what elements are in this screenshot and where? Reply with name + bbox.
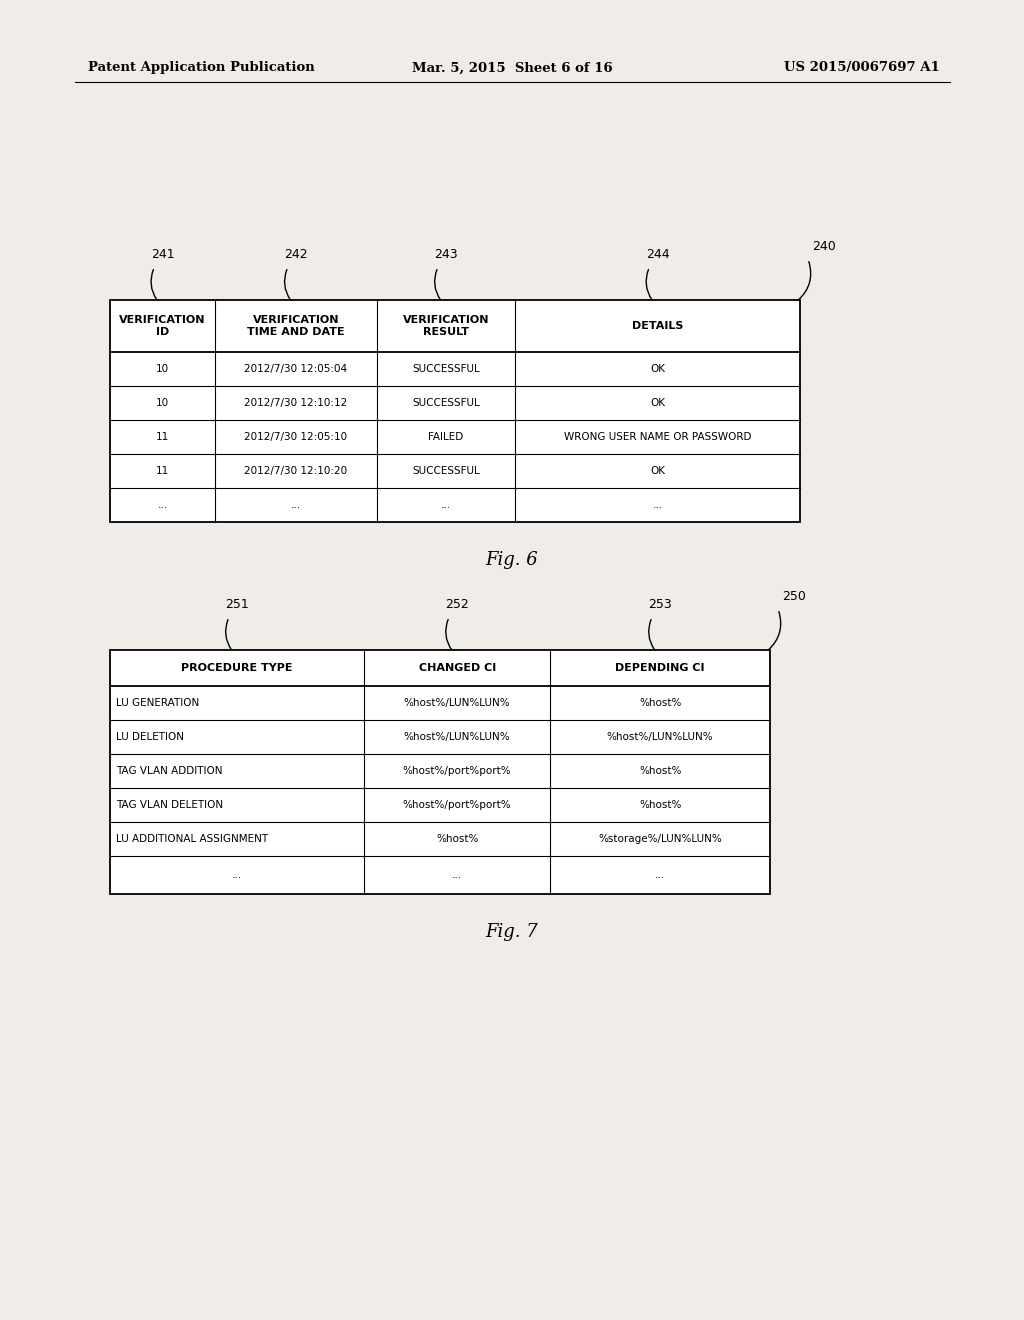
- Text: VERIFICATION
ID: VERIFICATION ID: [119, 315, 206, 337]
- Text: %host%/port%port%: %host%/port%port%: [402, 800, 511, 810]
- Text: DETAILS: DETAILS: [632, 321, 683, 331]
- Text: 240: 240: [812, 240, 836, 253]
- Text: OK: OK: [650, 399, 665, 408]
- Text: %host%: %host%: [639, 800, 681, 810]
- Text: 241: 241: [151, 248, 174, 261]
- Text: Fig. 7: Fig. 7: [485, 923, 539, 941]
- Text: 10: 10: [156, 364, 169, 374]
- Text: OK: OK: [650, 466, 665, 477]
- Text: OK: OK: [650, 364, 665, 374]
- Text: LU DELETION: LU DELETION: [116, 733, 184, 742]
- Text: %host%/LUN%LUN%: %host%/LUN%LUN%: [403, 733, 511, 742]
- Text: PROCEDURE TYPE: PROCEDURE TYPE: [181, 663, 293, 673]
- Text: ...: ...: [232, 870, 242, 880]
- Text: ...: ...: [652, 500, 663, 510]
- Text: %storage%/LUN%LUN%: %storage%/LUN%LUN%: [598, 834, 722, 843]
- Text: WRONG USER NAME OR PASSWORD: WRONG USER NAME OR PASSWORD: [564, 432, 752, 442]
- Text: Mar. 5, 2015  Sheet 6 of 16: Mar. 5, 2015 Sheet 6 of 16: [412, 62, 612, 74]
- Text: 2012/7/30 12:05:04: 2012/7/30 12:05:04: [245, 364, 347, 374]
- Text: ...: ...: [655, 870, 666, 880]
- Text: TAG VLAN DELETION: TAG VLAN DELETION: [116, 800, 223, 810]
- Text: 2012/7/30 12:05:10: 2012/7/30 12:05:10: [245, 432, 347, 442]
- Text: Fig. 6: Fig. 6: [485, 550, 539, 569]
- Text: %host%: %host%: [436, 834, 478, 843]
- Text: LU GENERATION: LU GENERATION: [116, 698, 200, 708]
- Bar: [110, 649, 770, 894]
- Text: %host%: %host%: [639, 766, 681, 776]
- Text: ...: ...: [158, 500, 168, 510]
- Text: DEPENDING CI: DEPENDING CI: [615, 663, 705, 673]
- Text: SUCCESSFUL: SUCCESSFUL: [412, 466, 480, 477]
- Text: LU ADDITIONAL ASSIGNMENT: LU ADDITIONAL ASSIGNMENT: [116, 834, 268, 843]
- Text: 10: 10: [156, 399, 169, 408]
- Text: 242: 242: [284, 248, 308, 261]
- Text: 244: 244: [646, 248, 670, 261]
- Text: %host%: %host%: [639, 698, 681, 708]
- Text: FAILED: FAILED: [428, 432, 464, 442]
- Text: 2012/7/30 12:10:20: 2012/7/30 12:10:20: [245, 466, 347, 477]
- Text: 251: 251: [225, 598, 249, 611]
- Text: %host%/LUN%LUN%: %host%/LUN%LUN%: [607, 733, 714, 742]
- Bar: [110, 300, 800, 521]
- Text: CHANGED CI: CHANGED CI: [419, 663, 496, 673]
- Text: SUCCESSFUL: SUCCESSFUL: [412, 399, 480, 408]
- Text: 253: 253: [648, 598, 672, 611]
- Text: US 2015/0067697 A1: US 2015/0067697 A1: [784, 62, 940, 74]
- Text: TAG VLAN ADDITION: TAG VLAN ADDITION: [116, 766, 222, 776]
- Text: 11: 11: [156, 466, 169, 477]
- Text: Patent Application Publication: Patent Application Publication: [88, 62, 314, 74]
- Text: 252: 252: [445, 598, 469, 611]
- Text: %host%/LUN%LUN%: %host%/LUN%LUN%: [403, 698, 511, 708]
- Text: 250: 250: [782, 590, 806, 603]
- Text: ...: ...: [453, 870, 462, 880]
- Text: SUCCESSFUL: SUCCESSFUL: [412, 364, 480, 374]
- Text: 243: 243: [434, 248, 458, 261]
- Text: %host%/port%port%: %host%/port%port%: [402, 766, 511, 776]
- Text: ...: ...: [441, 500, 452, 510]
- Text: 2012/7/30 12:10:12: 2012/7/30 12:10:12: [245, 399, 347, 408]
- Text: 11: 11: [156, 432, 169, 442]
- Text: VERIFICATION
RESULT: VERIFICATION RESULT: [402, 315, 489, 337]
- Text: VERIFICATION
TIME AND DATE: VERIFICATION TIME AND DATE: [247, 315, 345, 337]
- Text: ...: ...: [291, 500, 301, 510]
